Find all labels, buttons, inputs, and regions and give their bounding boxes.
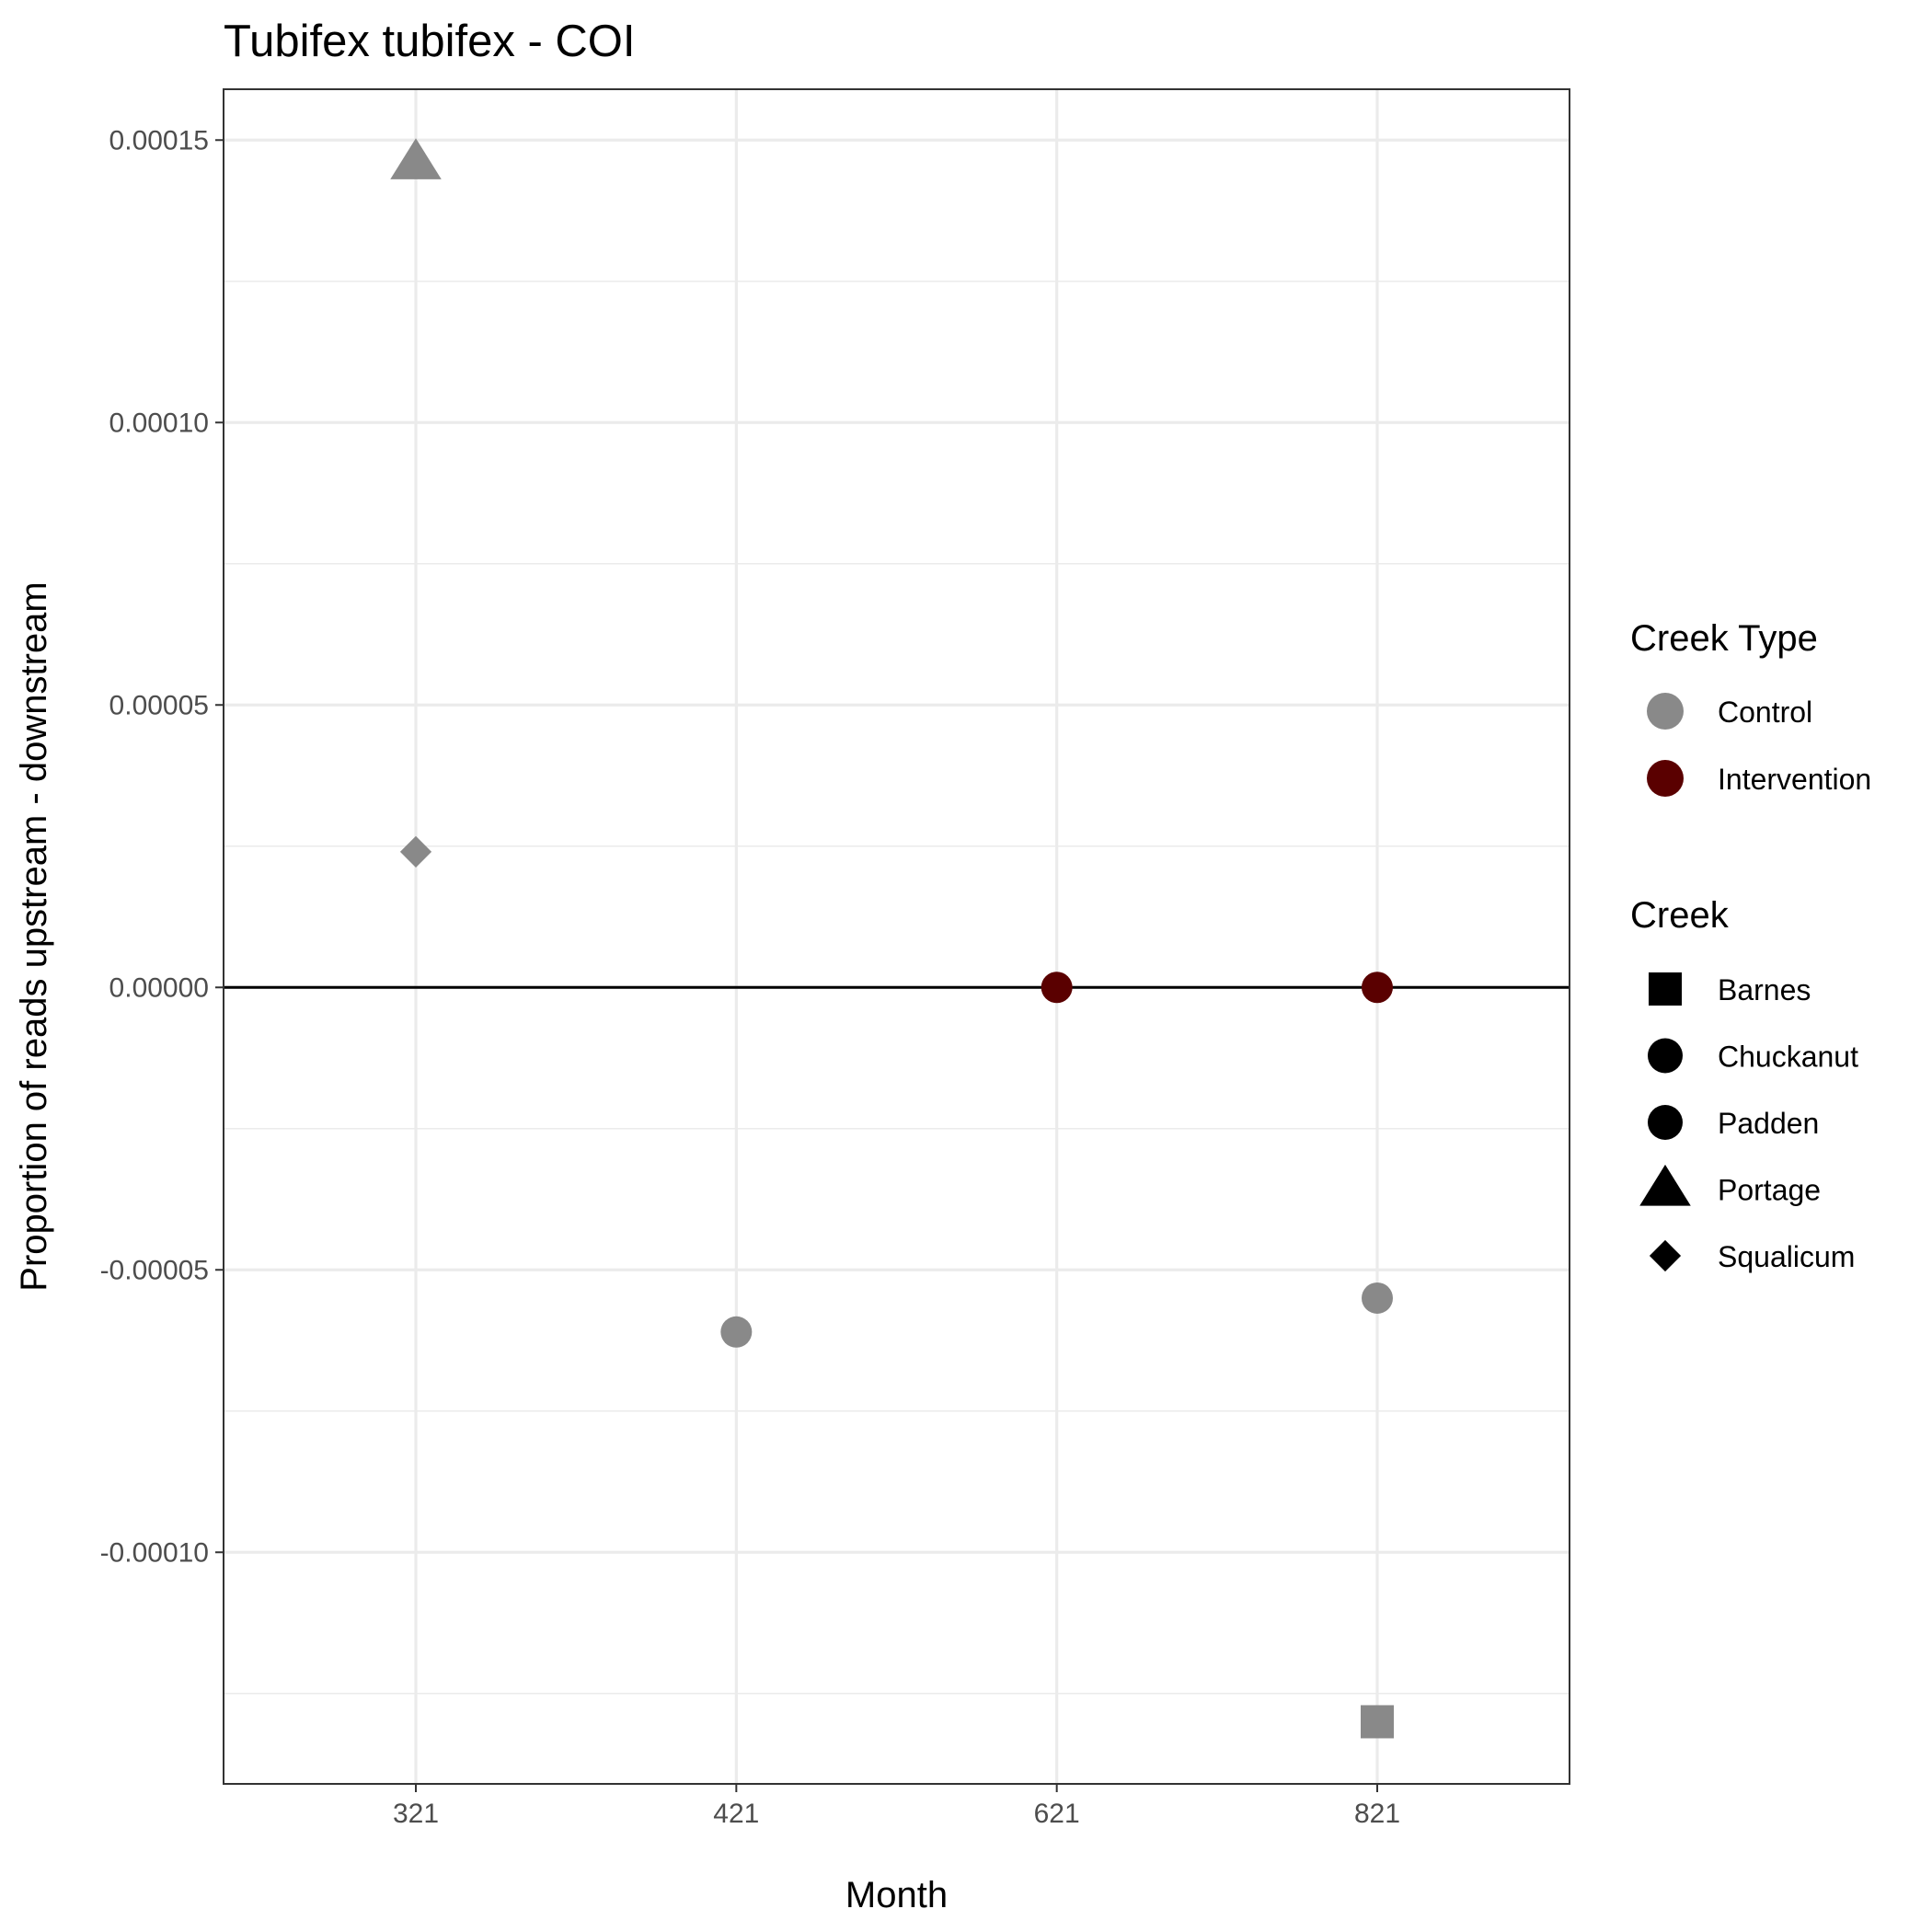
- legend-key-creek: [1639, 1164, 1691, 1206]
- legend-key-creek: [1649, 972, 1682, 1006]
- minor-gridlines: [224, 280, 1570, 1695]
- legend-title-creek: Creek: [1630, 895, 1730, 936]
- y-axis-title: Proportion of reads upstream - downstrea…: [14, 581, 54, 1291]
- legend: Creek Type Control Intervention Creek Barnes…: [1630, 618, 1871, 1273]
- data-point: [390, 138, 442, 179]
- legend-key-creek: [1649, 1239, 1682, 1272]
- legend-label-creek: Chuckanut: [1718, 1041, 1858, 1074]
- data-point: [1041, 972, 1073, 1004]
- legend-label-creek: Portage: [1718, 1174, 1821, 1207]
- y-tick-label: 0.00010: [109, 408, 209, 438]
- legend-label-creek-type: Intervention: [1718, 763, 1871, 796]
- y-tick-label: -0.00010: [100, 1537, 209, 1568]
- x-tick-label: 621: [1034, 1799, 1080, 1829]
- x-tick-label: 421: [713, 1799, 759, 1829]
- legend-key-creek: [1648, 1038, 1683, 1074]
- data-point: [1361, 1705, 1394, 1739]
- x-tick-label: 821: [1354, 1799, 1400, 1829]
- x-tick-label: 321: [393, 1799, 439, 1829]
- plot-panel-border: [223, 88, 1570, 1785]
- legend-label-creek: Barnes: [1718, 973, 1811, 1006]
- legend-key-creek: [1648, 1105, 1683, 1140]
- y-axis: 0.00015 0.00010 0.00005 0.00000 -0.00005 -0.0…: [100, 125, 224, 1568]
- legend-label-creek: Padden: [1718, 1107, 1819, 1140]
- data-point: [1362, 1282, 1393, 1314]
- data-points: [390, 138, 1394, 1739]
- y-tick-label: 0.00015: [109, 125, 209, 155]
- data-point: [1362, 972, 1393, 1004]
- legend-key-creek-type: [1647, 760, 1684, 797]
- chart-title: Tubifex tubifex - COI: [224, 17, 636, 66]
- y-tick-label: -0.00005: [100, 1255, 209, 1285]
- data-point: [399, 835, 432, 868]
- x-axis: 321 421 621 821: [393, 1784, 1400, 1829]
- y-tick-label: 0.00000: [109, 972, 209, 1003]
- data-point: [720, 1316, 753, 1348]
- legend-title-creek-type: Creek Type: [1630, 618, 1818, 659]
- x-axis-title: Month: [845, 1875, 948, 1915]
- legend-key-creek-type: [1647, 693, 1684, 730]
- major-gridlines: [224, 89, 1570, 1784]
- legend-label-creek: Squalicum: [1718, 1240, 1855, 1273]
- legend-label-creek-type: Control: [1718, 696, 1812, 729]
- y-tick-label: 0.00005: [109, 690, 209, 720]
